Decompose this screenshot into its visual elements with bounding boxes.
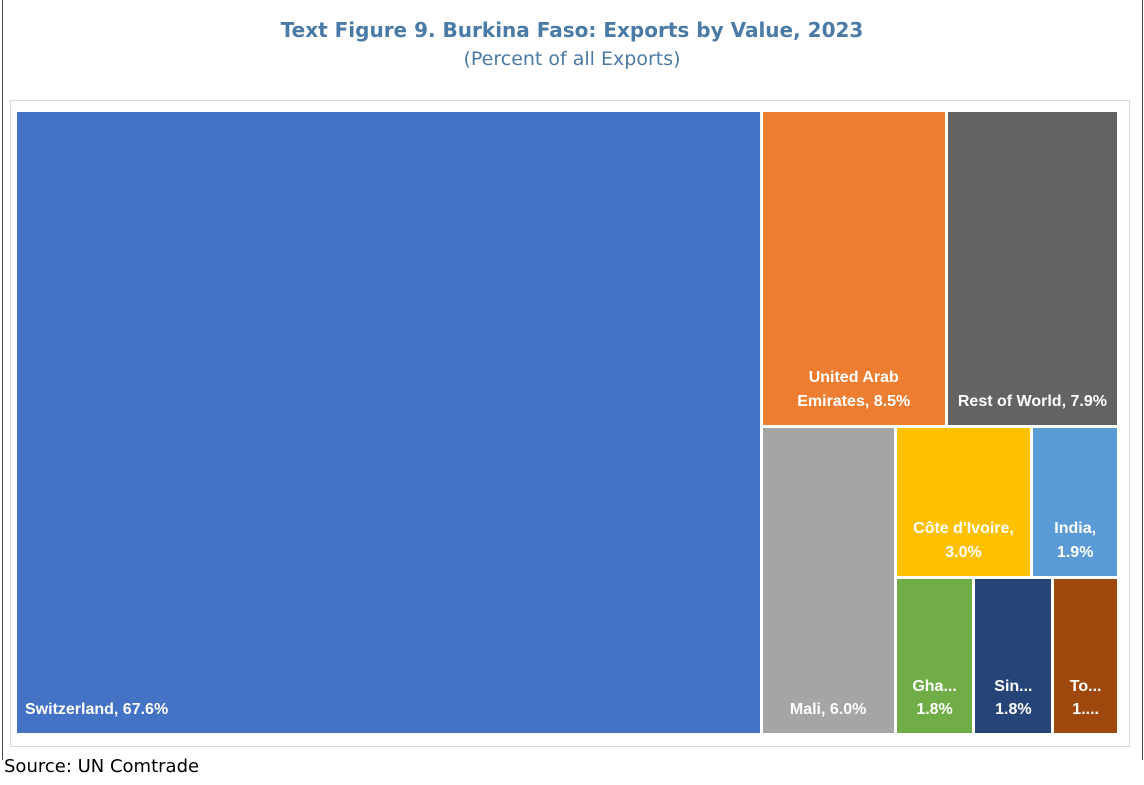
tile: Rest of World, 7.9% [947, 112, 1117, 425]
tile: United Arab Emirates, 8.5% [762, 112, 945, 425]
tile: Switzerland, 67.6% [17, 112, 760, 733]
frame [2, 0, 1143, 760]
tile: Sin... 1.8% [975, 578, 1052, 733]
tile-label: Switzerland, 67.6% [25, 700, 169, 718]
tile-label: Gha... 1.8% [912, 677, 957, 718]
tile-label: United Arab Emirates, 8.5% [797, 369, 911, 410]
tile-label: Côte d'Ivoire, 3.0% [913, 520, 1014, 561]
chart-subtitle: (Percent of all Exports) [463, 48, 681, 70]
tile-label: Rest of World, 7.9% [957, 392, 1107, 410]
tile: Mali, 6.0% [762, 427, 894, 733]
source-note: Source: UN Comtrade [4, 756, 200, 777]
tile: Gha... 1.8% [896, 578, 973, 733]
tile-label: Sin... 1.8% [994, 677, 1033, 718]
tile: To... 1.... [1054, 578, 1117, 733]
chart-title: Text Figure 9. Burkina Faso: Exports by … [280, 18, 864, 42]
tile-label: Mali, 6.0% [789, 700, 867, 718]
tile: Côte d'Ivoire, 3.0% [896, 427, 1031, 576]
plot-area [10, 100, 1130, 747]
tile-label: India, 1.9% [1054, 520, 1097, 561]
tile-label: To... 1.... [1069, 677, 1102, 718]
tile: India, 1.9% [1033, 427, 1117, 576]
